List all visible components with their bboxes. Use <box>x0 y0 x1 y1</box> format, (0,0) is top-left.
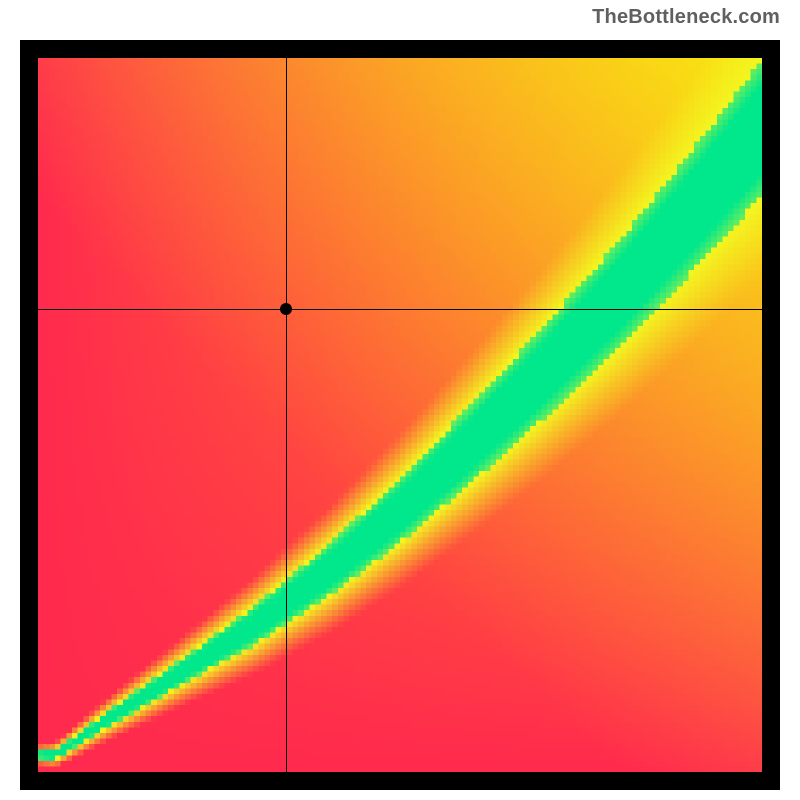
heatmap-canvas <box>38 58 762 772</box>
attribution-text: TheBottleneck.com <box>592 6 780 29</box>
crosshair-vertical <box>286 58 287 772</box>
crosshair-horizontal <box>38 309 762 310</box>
data-point-marker <box>280 303 292 315</box>
